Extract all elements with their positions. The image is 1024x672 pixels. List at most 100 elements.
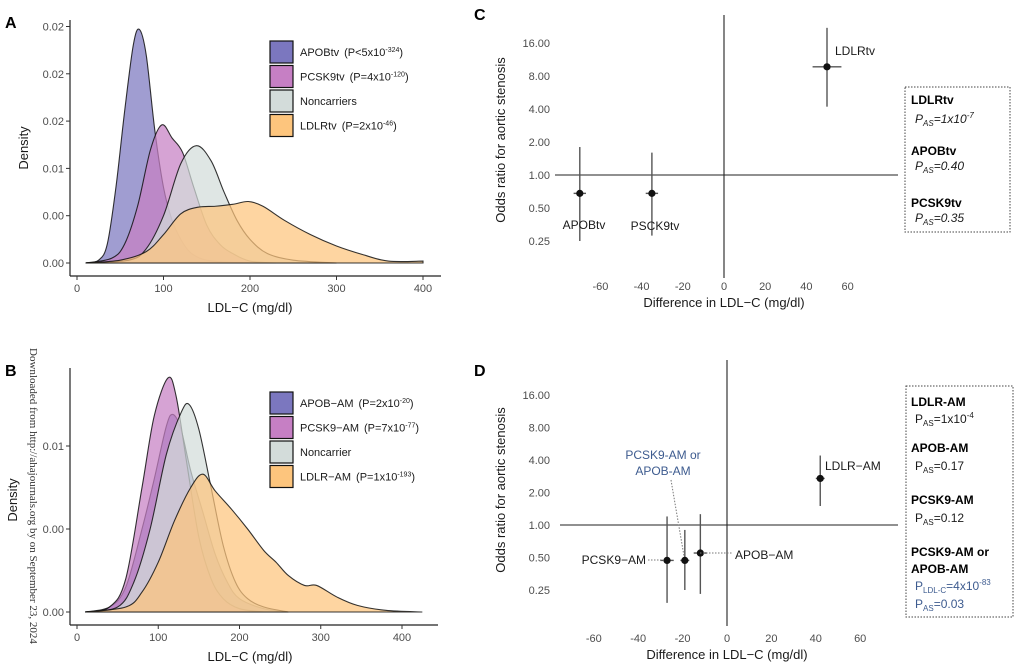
panel-a: A 0.00 0.00 0.01 0.02 0.02 0.02 0 100 200 300 400 LD…	[5, 15, 441, 315]
p-value-text: PAS=0.17	[915, 459, 964, 475]
y-tick-label: 0.02	[43, 116, 64, 128]
legend-series-name: LDLR−AM	[300, 472, 351, 484]
summary-title: APOBtv	[911, 144, 957, 158]
x-axis-title: Difference in LDL−C (mg/dl)	[646, 647, 807, 662]
x-tick-label: -60	[586, 633, 602, 645]
x-tick-label: 0	[721, 281, 727, 293]
x-tick-label: 300	[327, 283, 345, 295]
p-symbol: P	[915, 159, 923, 173]
legend-label: APOBtv (P<5x10-324)	[300, 47, 403, 59]
x-axis-title: Difference in LDL−C (mg/dl)	[643, 295, 804, 310]
watermark: Downloaded from http://ahajournals.org b…	[27, 348, 39, 644]
legend-series-name: PCSK9tv	[300, 72, 345, 84]
p-symbol: P	[915, 211, 923, 225]
p-exponent: -7	[967, 111, 975, 120]
legend-paren: )	[405, 72, 409, 84]
x-tick-label: 100	[149, 632, 167, 644]
p-value: =0.35	[934, 211, 965, 225]
p-symbol: P	[915, 412, 923, 426]
legend-label: PCSK9−AM (P=7x10-77)	[300, 423, 419, 435]
summary-title: PCSK9-AM	[911, 493, 974, 507]
legend-paren: )	[411, 472, 415, 484]
p-value-text: PAS=0.35	[915, 211, 964, 227]
y-tick-label: 8.00	[529, 423, 550, 435]
y-axis-title: Odds ratio for aortic stenosis	[493, 57, 508, 223]
panel-label: B	[5, 363, 17, 380]
legend-label: PCSK9tv (P=4x10-120)	[300, 72, 409, 84]
point-label-pcsk9-am: PCSK9−AM	[582, 553, 646, 567]
legend-label: APOB−AM (P=2x10-20)	[300, 398, 414, 410]
p-subscript: AS	[922, 166, 934, 175]
point-marker	[816, 474, 824, 483]
x-tick-label: 0	[724, 633, 730, 645]
point-label-ldlr-am: LDLR−AM	[825, 459, 881, 473]
x-tick-label: -40	[634, 281, 650, 293]
y-tick-label: 16.00	[522, 390, 550, 402]
y-tick-label: 4.00	[529, 455, 550, 467]
x-tick-label: -40	[630, 633, 646, 645]
x-tick-label: 300	[312, 632, 330, 644]
panel-b: B 0.00 0.00 0.01 0 100 200 300 400 LDL−C (mg/dl) D…	[5, 363, 438, 664]
legend-p-exponent: -324	[385, 47, 399, 54]
legend-p-exponent: -193	[397, 472, 411, 479]
legend-swatch	[269, 440, 294, 464]
y-tick-label: 0.50	[529, 203, 550, 215]
y-tick-label: 2.00	[529, 488, 550, 500]
x-tick-label: 400	[414, 283, 432, 295]
p-exponent: -4	[967, 411, 975, 420]
legend-label: LDLRtv (P=2x10-46)	[300, 121, 397, 133]
x-tick-label: 200	[241, 283, 259, 295]
y-tick-label: 0.00	[43, 211, 64, 223]
x-tick-label: 400	[393, 632, 411, 644]
legend-swatch	[269, 40, 294, 64]
y-tick-label: 0.50	[529, 553, 550, 565]
combined-label-line1: PCSK9-AM or	[625, 448, 700, 462]
x-tick-label: 60	[841, 281, 853, 293]
point-marker	[576, 189, 584, 197]
point-label-pcsk9tv: PSCK9tv	[631, 219, 680, 233]
legend-swatch	[269, 113, 294, 138]
x-tick-label: 100	[154, 283, 172, 295]
p-symbol: P	[915, 112, 923, 126]
y-tick-label: 0.02	[43, 69, 64, 81]
p-symbol: P	[915, 579, 923, 593]
y-tick-label: 4.00	[529, 104, 550, 116]
summary-title: PCSK9-AM or	[911, 545, 989, 559]
panel-label: C	[474, 7, 486, 24]
legend-p-exponent: -77	[405, 423, 415, 430]
legend-label: Noncarrier	[300, 447, 352, 459]
x-tick-label: -60	[592, 281, 608, 293]
p-symbol: P	[915, 459, 923, 473]
legend-p-value: (P<5x10	[344, 47, 385, 59]
x-tick-label: -20	[675, 281, 691, 293]
legend-p-exponent: -20	[400, 398, 410, 405]
p-value: =0.12	[934, 511, 965, 525]
x-tick-label: 40	[810, 633, 822, 645]
p-subscript: AS	[922, 119, 934, 128]
p-value: =1x10	[934, 112, 967, 126]
legend-p-value: (P=7x10	[364, 423, 405, 435]
density-curve-ldlrtv	[85, 200, 424, 264]
p-value: =1x10	[934, 412, 967, 426]
legend-swatch	[269, 89, 294, 113]
leader-line	[670, 479, 685, 557]
summary-box	[905, 385, 1014, 618]
p-subscript: AS	[923, 518, 934, 527]
legend-p-exponent: -120	[391, 72, 405, 79]
panel-label: D	[474, 363, 486, 380]
y-tick-label: 0.00	[43, 607, 64, 619]
p-subscript: AS	[922, 218, 934, 227]
point-label-ldlrtv: LDLRtv	[835, 44, 875, 58]
y-tick-label: 8.00	[529, 71, 550, 83]
combined-label-line2: APOB-AM	[635, 464, 690, 478]
y-tick-label: 1.00	[529, 520, 550, 532]
summary-title: LDLR-AM	[911, 395, 966, 409]
legend-series-name: APOB−AM	[300, 398, 354, 410]
legend-p-exponent: -46	[383, 121, 393, 128]
legend-swatch	[269, 415, 294, 440]
point-marker	[823, 63, 831, 71]
y-tick-label: 0.01	[43, 441, 64, 453]
x-tick-label: 20	[759, 281, 771, 293]
legend-series-name: Noncarrier	[300, 447, 352, 459]
